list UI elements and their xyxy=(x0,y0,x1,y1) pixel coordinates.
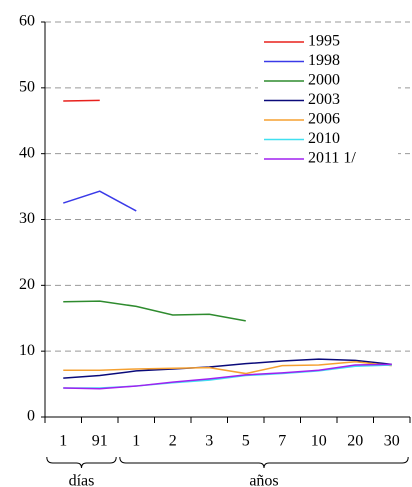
series-line xyxy=(63,300,246,322)
x-tick-label: 7 xyxy=(278,433,286,450)
group-bracket xyxy=(119,456,409,469)
group-label: años xyxy=(249,473,278,487)
legend-label: 1998 xyxy=(308,52,340,69)
x-tick-label: 1 xyxy=(132,433,140,450)
y-tick-label: 0 xyxy=(27,408,35,425)
x-tick-label: 5 xyxy=(242,433,250,450)
x-tick-label: 3 xyxy=(205,433,213,450)
series-line xyxy=(63,363,392,390)
y-tick-label: 20 xyxy=(19,276,35,293)
y-tick-label: 60 xyxy=(19,13,35,30)
x-tick-label: 2 xyxy=(169,433,177,450)
legend-label: 2000 xyxy=(308,72,340,89)
y-tick-label: 50 xyxy=(19,79,35,96)
series-line xyxy=(63,358,392,379)
y-tick-label: 40 xyxy=(19,144,35,161)
y-tick-label: 30 xyxy=(19,210,35,227)
legend-label: 2011 1/ xyxy=(308,150,356,167)
x-tick-label: 91 xyxy=(92,433,108,450)
legend-label: 2010 xyxy=(308,130,340,147)
group-bracket xyxy=(46,456,117,469)
y-tick-label: 10 xyxy=(19,342,35,359)
legend-label: 2006 xyxy=(308,111,340,128)
legend-label: 1995 xyxy=(308,33,340,50)
x-tick-label: 10 xyxy=(311,433,327,450)
x-tick-label: 30 xyxy=(384,433,400,450)
x-tick-label: 1 xyxy=(59,433,67,450)
series-line xyxy=(63,190,137,212)
group-label: días xyxy=(69,473,95,487)
legend-label: 2003 xyxy=(308,91,340,108)
series-line xyxy=(63,360,392,375)
series-line xyxy=(63,99,100,102)
x-tick-label: 20 xyxy=(347,433,363,450)
